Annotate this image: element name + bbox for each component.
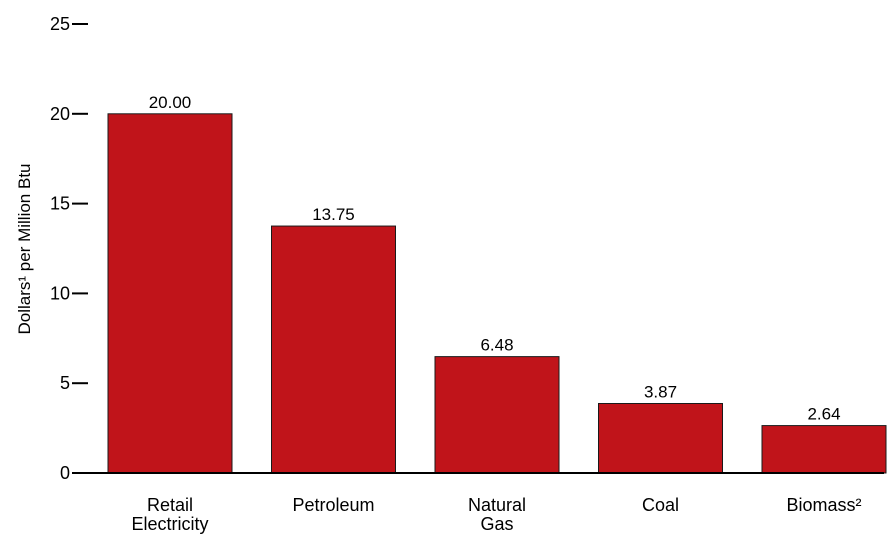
y-tick-label-5: 25 bbox=[50, 14, 70, 34]
bars: 20.00 13.75 6.48 3.87 2.64 bbox=[107, 93, 887, 474]
y-tick-label-1: 5 bbox=[60, 373, 70, 393]
category-label-4: Biomass² bbox=[786, 495, 861, 515]
value-label-3: 3.87 bbox=[644, 382, 677, 401]
bar-4 bbox=[761, 425, 887, 474]
y-axis-title: Dollars¹ per Million Btu bbox=[15, 164, 34, 335]
y-tick-label-0: 0 bbox=[60, 463, 70, 483]
value-label-4: 2.64 bbox=[807, 405, 840, 424]
bar-0 bbox=[107, 113, 233, 474]
value-label-1: 13.75 bbox=[312, 205, 355, 224]
y-tick-label-2: 10 bbox=[50, 283, 70, 303]
value-label-0: 20.00 bbox=[149, 93, 192, 112]
category-label-2-line-0: Natural bbox=[468, 495, 526, 515]
y-axis: 0 5 10 15 20 25 bbox=[50, 14, 88, 483]
y-tick-label-3: 15 bbox=[50, 194, 70, 214]
category-label-0-line-1: Electricity bbox=[131, 514, 208, 534]
category-label-3: Coal bbox=[642, 495, 679, 515]
bar-3 bbox=[598, 402, 723, 474]
category-label-1: Petroleum bbox=[292, 495, 374, 515]
bar-2 bbox=[434, 356, 560, 474]
value-label-2: 6.48 bbox=[480, 336, 513, 355]
category-label-2-line-1: Gas bbox=[480, 514, 513, 534]
y-tick-label-4: 20 bbox=[50, 104, 70, 124]
category-label-0-line-0: Retail bbox=[147, 495, 193, 515]
bar-1 bbox=[271, 225, 396, 474]
